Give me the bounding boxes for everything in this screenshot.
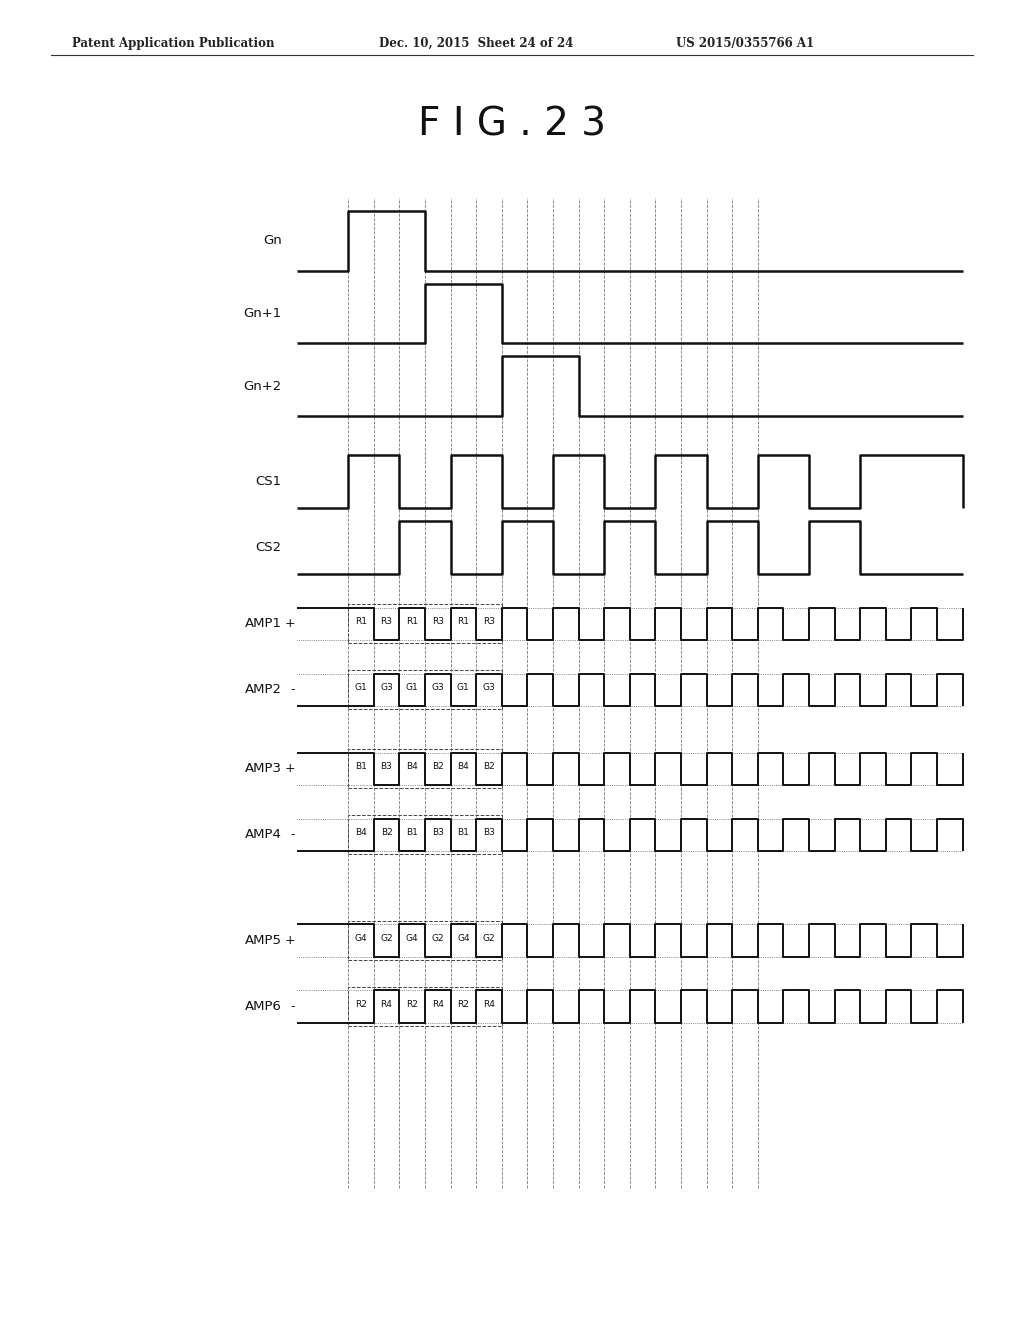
Text: G1: G1 xyxy=(406,682,419,692)
Text: R3: R3 xyxy=(432,616,443,626)
Text: B3: B3 xyxy=(483,828,495,837)
Text: +: + xyxy=(285,935,295,946)
Text: R2: R2 xyxy=(458,999,469,1008)
Text: AMP6: AMP6 xyxy=(245,1001,282,1012)
Text: Patent Application Publication: Patent Application Publication xyxy=(72,37,274,50)
Text: B1: B1 xyxy=(355,762,367,771)
Text: B2: B2 xyxy=(381,828,392,837)
Text: B2: B2 xyxy=(483,762,495,771)
Text: G3: G3 xyxy=(380,682,393,692)
Text: R1: R1 xyxy=(407,616,418,626)
Text: G2: G2 xyxy=(482,933,496,942)
Text: R3: R3 xyxy=(381,616,392,626)
Text: G2: G2 xyxy=(431,933,444,942)
Text: CS2: CS2 xyxy=(255,541,282,554)
Text: Gn+2: Gn+2 xyxy=(244,380,282,392)
Text: R1: R1 xyxy=(458,616,469,626)
Text: B2: B2 xyxy=(432,762,443,771)
Text: R2: R2 xyxy=(407,999,418,1008)
Text: R4: R4 xyxy=(381,999,392,1008)
Text: AMP5: AMP5 xyxy=(245,935,282,946)
Text: +: + xyxy=(285,618,295,630)
Text: +: + xyxy=(285,763,295,775)
Text: R4: R4 xyxy=(483,999,495,1008)
Text: F I G . 2 3: F I G . 2 3 xyxy=(418,106,606,144)
Text: R4: R4 xyxy=(432,999,443,1008)
Text: B4: B4 xyxy=(407,762,418,771)
Text: AMP3: AMP3 xyxy=(245,763,282,775)
Text: B1: B1 xyxy=(407,828,418,837)
Text: B4: B4 xyxy=(458,762,469,771)
Text: Gn+1: Gn+1 xyxy=(244,308,282,319)
Text: R3: R3 xyxy=(483,616,495,626)
Text: G1: G1 xyxy=(457,682,470,692)
Text: Gn: Gn xyxy=(263,235,282,247)
Text: B3: B3 xyxy=(381,762,392,771)
Text: Dec. 10, 2015  Sheet 24 of 24: Dec. 10, 2015 Sheet 24 of 24 xyxy=(379,37,573,50)
Text: G3: G3 xyxy=(431,682,444,692)
Text: -: - xyxy=(291,1001,295,1012)
Text: G4: G4 xyxy=(406,933,419,942)
Text: G1: G1 xyxy=(354,682,368,692)
Text: US 2015/0355766 A1: US 2015/0355766 A1 xyxy=(676,37,814,50)
Text: B4: B4 xyxy=(355,828,367,837)
Text: -: - xyxy=(291,684,295,696)
Text: G4: G4 xyxy=(457,933,470,942)
Text: G3: G3 xyxy=(482,682,496,692)
Text: -: - xyxy=(291,829,295,841)
Text: G2: G2 xyxy=(380,933,393,942)
Text: AMP2: AMP2 xyxy=(245,684,282,696)
Text: R1: R1 xyxy=(355,616,367,626)
Text: AMP4: AMP4 xyxy=(245,829,282,841)
Text: R2: R2 xyxy=(355,999,367,1008)
Text: G4: G4 xyxy=(354,933,368,942)
Text: CS1: CS1 xyxy=(255,475,282,488)
Text: B1: B1 xyxy=(458,828,469,837)
Text: AMP1: AMP1 xyxy=(245,618,282,630)
Text: B3: B3 xyxy=(432,828,443,837)
